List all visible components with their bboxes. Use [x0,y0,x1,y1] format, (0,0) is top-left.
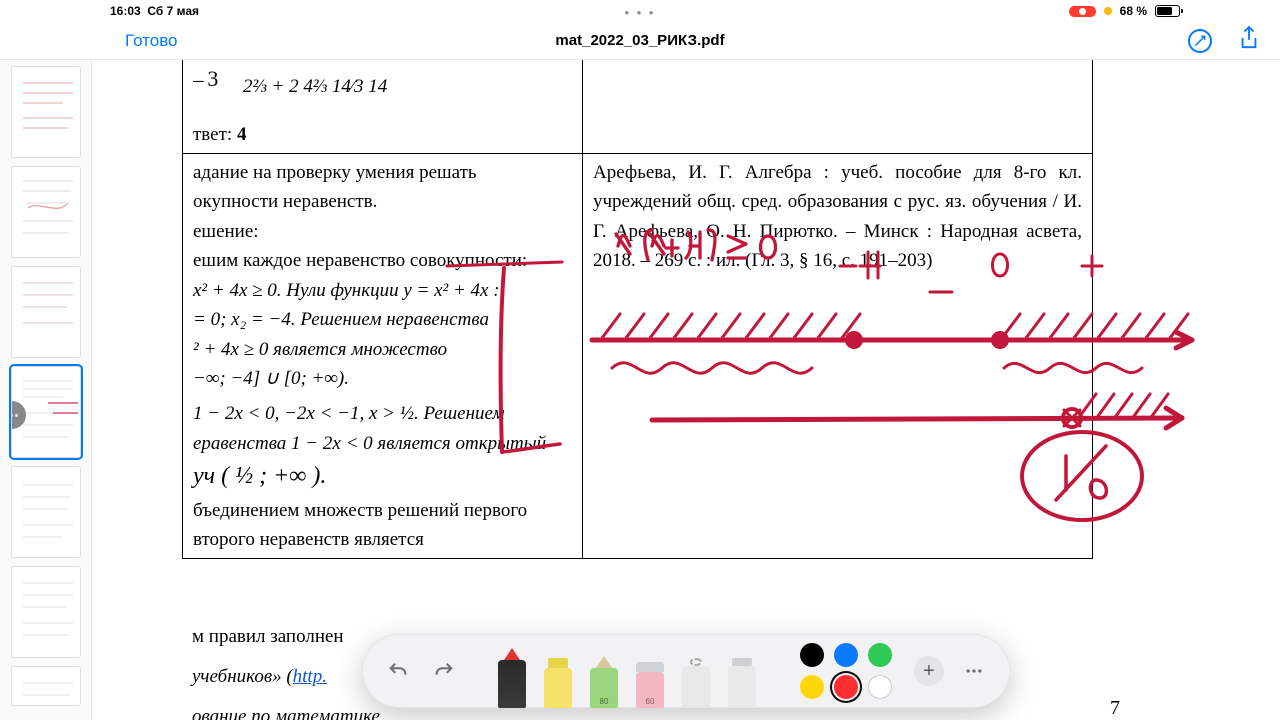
ellipsis-icon[interactable]: • • • [625,5,656,20]
pencil-tool[interactable]: 80 [588,650,620,708]
screen-record-pill[interactable] [1069,6,1096,17]
thumbnail[interactable] [11,166,81,258]
swatch-black[interactable] [800,643,824,667]
thumbnail[interactable] [11,566,81,658]
swatch-yellow[interactable] [800,675,824,699]
below-text-1: м правил заполнен [192,626,344,648]
redo-button[interactable] [428,655,460,687]
content-table: ─ 3 2⅔ + 2 4⅔ 14⁄3 14 твет: 4 адание на … [182,60,1093,559]
thumbnail[interactable] [11,666,81,706]
swatch-green[interactable] [868,643,892,667]
thumbnail[interactable] [11,466,81,558]
battery-percent: 68 % [1120,4,1147,18]
eraser-tool[interactable]: 60 [634,650,666,708]
status-date: Сб 7 мая [147,4,199,18]
swatch-white[interactable] [868,675,892,699]
below-text-3: ование по математике [192,706,380,720]
color-swatches [800,643,892,699]
undo-button[interactable] [382,655,414,687]
thumbnail[interactable] [11,66,81,158]
markup-icon[interactable] [1188,29,1212,53]
swatch-blue[interactable] [834,643,858,667]
document-title: mat_2022_03_РИКЗ.pdf [555,32,724,49]
swatch-red[interactable] [834,675,858,699]
right-cell-main: Арефьева, И. Г. Алгебра : учеб. пособие … [583,153,1093,558]
thumbnail[interactable]: ⋯ [11,366,81,458]
battery-icon [1155,5,1180,17]
marker-tool[interactable] [542,650,574,708]
answer-value: 4 [237,124,247,145]
pdf-toolbar: • • • Готово mat_2022_03_РИКЗ.pdf [0,22,1280,60]
document-page[interactable]: ─ 3 2⅔ + 2 4⅔ 14⁄3 14 твет: 4 адание на … [92,60,1280,720]
ruler-tool[interactable] [726,650,758,708]
page-number: 7 [1110,697,1120,720]
left-cell-top: ─ 3 2⅔ + 2 4⅔ 14⁄3 14 твет: 4 [183,60,583,153]
thumbnail[interactable] [11,266,81,358]
main-area: ⋯ ─ 3 2⅔ + 2 4⅔ 14⁄3 14 твет: 4 адание н… [0,60,1280,720]
markup-tool-tray[interactable]: 80 60 [362,634,1010,708]
left-cell-main: адание на проверку умения решать окупнос… [183,153,583,558]
link-1[interactable]: http. [293,666,327,687]
share-icon[interactable] [1238,25,1260,56]
done-button[interactable]: Готово [125,31,178,51]
lasso-tool[interactable] [680,650,712,708]
status-time-date: 16:03 Сб 7 мая [110,4,199,18]
add-tool-button[interactable]: + [914,656,944,686]
status-time: 16:03 [110,4,141,18]
pen-tool[interactable] [496,650,528,708]
thumbnail-sidebar[interactable]: ⋯ [0,60,92,720]
reference-text: Арефьева, И. Г. Алгебра : учеб. пособие … [593,158,1082,276]
tray-more-button[interactable] [958,655,990,687]
right-cell-top [583,60,1093,153]
low-power-dot [1104,7,1112,15]
